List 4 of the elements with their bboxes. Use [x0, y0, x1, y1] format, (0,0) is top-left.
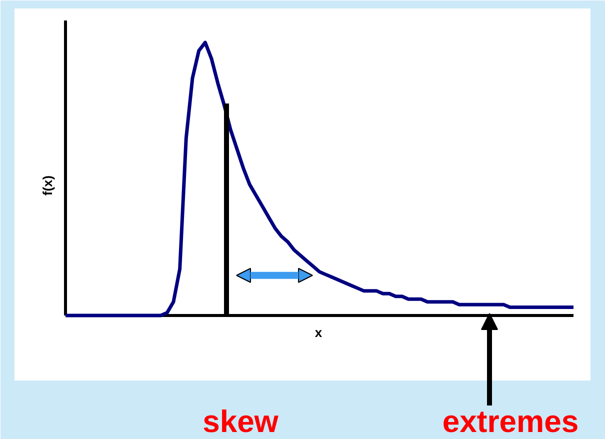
text: extremes — [442, 404, 579, 439]
text: skew — [202, 404, 280, 439]
x-axis-title: x — [314, 325, 323, 340]
y-axis-title: f(x) — [40, 175, 55, 196]
